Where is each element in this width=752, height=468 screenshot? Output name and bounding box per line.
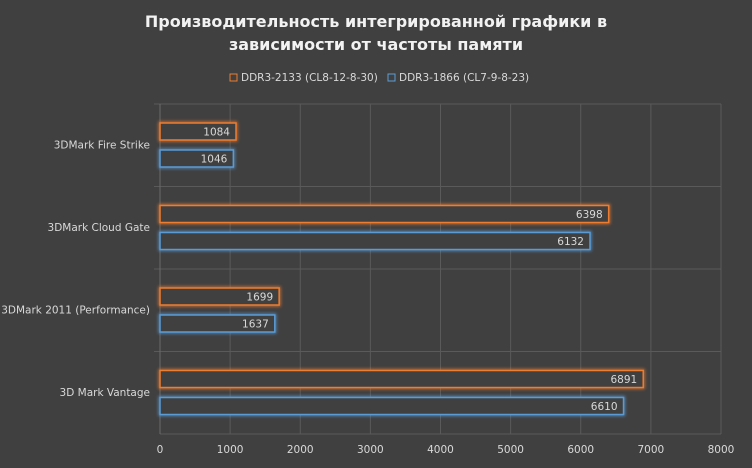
bar (159, 369, 644, 389)
x-tick-label: 1000 (217, 444, 244, 456)
bar (159, 149, 235, 168)
data-label: 6398 (576, 209, 603, 221)
x-tick-label: 6000 (567, 444, 594, 456)
legend-swatch (387, 73, 396, 82)
data-label: 1699 (246, 292, 273, 304)
legend-swatch (229, 73, 238, 82)
data-label: 6891 (610, 374, 637, 386)
x-tick-label: 2000 (287, 444, 314, 456)
y-tick-label: 3DMark 2011 (Performance) (1, 304, 150, 316)
data-label: 1046 (201, 154, 228, 166)
data-label: 6132 (557, 236, 584, 248)
y-tick-label: 3DMark Fire Strike (54, 139, 150, 151)
bar (159, 204, 610, 224)
x-tick-label: 0 (157, 444, 164, 456)
bar (159, 396, 625, 416)
chart-title: Производительность интегрированной графи… (144, 12, 608, 54)
y-tick-label: 3D Mark Vantage (60, 387, 150, 399)
bar (159, 314, 276, 333)
x-tick-label: 5000 (497, 444, 524, 456)
x-tick-label: 8000 (708, 444, 735, 456)
data-label: 1637 (242, 319, 269, 331)
x-tick-label: 4000 (427, 444, 454, 456)
y-tick-label: 3DMark Cloud Gate (48, 222, 150, 234)
x-tick-label: 3000 (357, 444, 384, 456)
bar (159, 287, 280, 306)
legend-label: DDR3-2133 (CL8-12-8-30) (241, 72, 378, 84)
x-tick-label: 7000 (638, 444, 665, 456)
bar (159, 231, 591, 251)
data-label: 6610 (591, 401, 618, 413)
bar (159, 122, 237, 141)
legend-label: DDR3-1866 (CL7-9-8-23) (399, 72, 529, 84)
data-label: 1084 (203, 127, 230, 139)
